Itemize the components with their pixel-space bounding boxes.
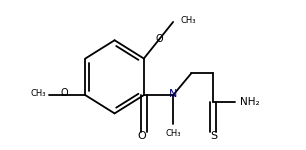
Text: S: S [211, 131, 218, 141]
Text: CH₃: CH₃ [31, 89, 46, 98]
Text: CH₃: CH₃ [165, 129, 181, 138]
Text: O: O [155, 34, 163, 44]
Text: NH₂: NH₂ [240, 96, 259, 106]
Text: N: N [169, 89, 177, 99]
Text: CH₃: CH₃ [181, 16, 196, 25]
Text: O: O [138, 131, 146, 141]
Text: O: O [61, 88, 68, 98]
